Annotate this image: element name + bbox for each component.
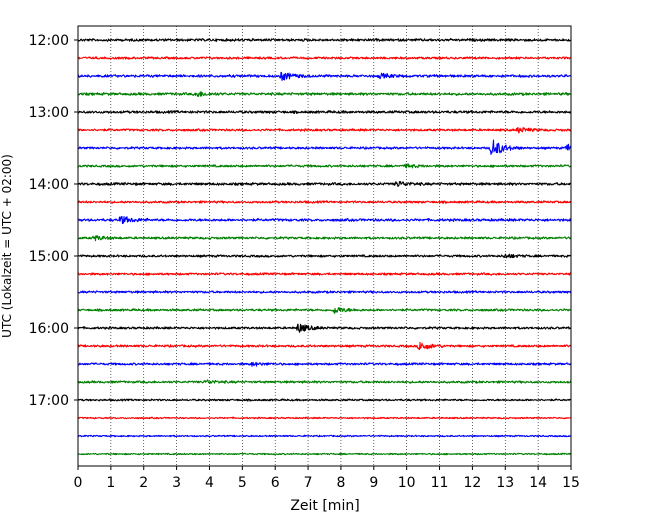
plot-frame (77, 25, 572, 467)
x-tick-label: 11 (431, 475, 449, 491)
trace-1700 (77, 398, 572, 402)
trace-1200 (77, 38, 572, 42)
x-axis-label: Zeit [min] (290, 498, 359, 514)
x-axis-ticks: 0 1 2 3 4 5 6 7 8 9 10 11 12 13 14 15 (74, 466, 580, 491)
trace-1545 (77, 307, 572, 314)
trace-1500 (77, 253, 572, 259)
trace-1715 (77, 416, 572, 420)
x-tick-label: 14 (529, 475, 547, 491)
trace-1600 (77, 323, 572, 333)
x-tick-label: 10 (398, 475, 416, 491)
seismogram-traces (77, 38, 572, 456)
trace-1445 (77, 234, 572, 242)
y-tick-label: 17:00 (29, 393, 69, 409)
y-tick-label: 16:00 (29, 321, 69, 337)
x-tick-label: 6 (271, 475, 280, 491)
x-tick-label: 7 (304, 475, 313, 491)
trace-1630 (77, 361, 572, 367)
x-tick-label: 8 (336, 475, 345, 491)
y-tick-label: 12:00 (29, 33, 69, 49)
x-tick-label: 2 (139, 475, 148, 491)
x-tick-label: 5 (238, 475, 247, 491)
trace-1530 (77, 290, 572, 294)
x-tick-label: 0 (74, 475, 83, 491)
trace-1230 (77, 71, 572, 81)
x-tick-label: 9 (369, 475, 378, 491)
x-tick-label: 3 (172, 475, 181, 491)
trace-1615 (77, 341, 572, 351)
x-tick-label: 1 (106, 475, 115, 491)
y-tick-label: 13:00 (29, 105, 69, 121)
trace-1415 (77, 200, 572, 204)
trace-1730 (77, 434, 572, 438)
y-tick-label: 14:00 (29, 177, 69, 193)
y-axis-ticks: 12:00 13:00 14:00 15:00 16:00 17:00 (29, 33, 78, 409)
y-axis-label: UTC (Lokalzeit = UTC + 02:00) (0, 154, 14, 338)
y-tick-label: 15:00 (29, 249, 69, 265)
trace-1245 (77, 91, 572, 98)
trace-1315 (77, 127, 572, 134)
vertical-grid (110, 26, 539, 466)
trace-1215 (77, 56, 572, 60)
trace-1330 (77, 139, 572, 156)
trace-1645 (77, 379, 572, 384)
trace-1400 (77, 180, 572, 187)
x-tick-label: 12 (463, 475, 481, 491)
x-tick-label: 4 (205, 475, 214, 491)
x-tick-label: 13 (496, 475, 514, 491)
x-tick-label: 15 (562, 475, 580, 491)
trace-1345 (77, 163, 572, 169)
trace-1430 (77, 216, 572, 225)
trace-1515 (77, 272, 572, 276)
trace-1300 (77, 110, 572, 114)
trace-1745 (77, 452, 572, 456)
